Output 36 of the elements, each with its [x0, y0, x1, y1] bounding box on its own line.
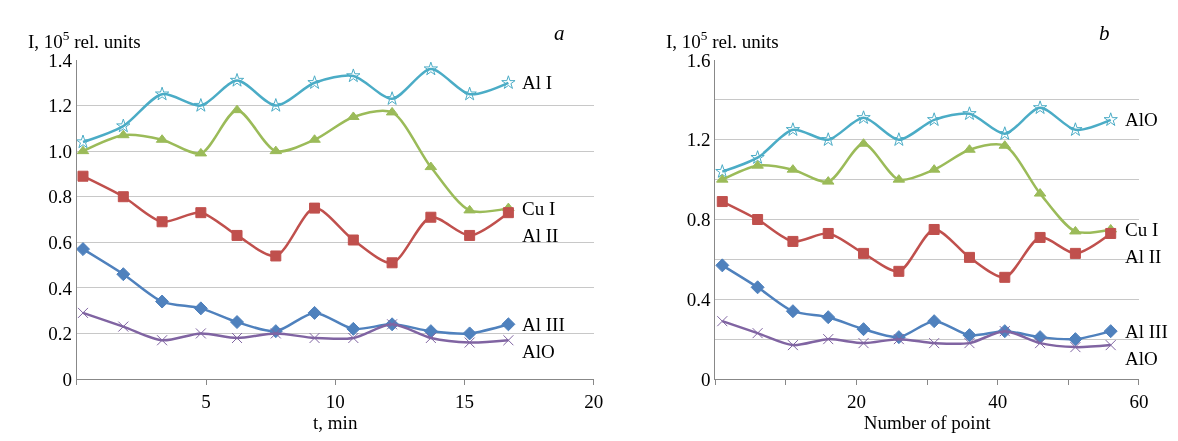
x-tick-label: 15: [454, 390, 474, 412]
y-tick-label: 1.2: [48, 95, 72, 117]
x-tick-label: 10: [325, 390, 345, 412]
x-tick-label: 60: [1129, 390, 1149, 412]
series-label: AlO: [1125, 109, 1158, 130]
y-tick-label: 1.6: [686, 49, 711, 71]
series-label: Al III: [522, 314, 565, 335]
series-label: Al II: [522, 225, 559, 246]
x-tick-label: 20: [584, 390, 604, 412]
y-tick-label: 0.4: [48, 277, 73, 299]
series-label: Al II: [1125, 246, 1162, 267]
chart-title: a: [554, 21, 565, 45]
series-label: Cu I: [1125, 219, 1159, 240]
y-tick-label: 0.6: [48, 231, 72, 253]
x-axis-title: Number of point: [863, 411, 992, 433]
y-axis-title: I, 10$^{5}$ rel. units: [28, 28, 141, 52]
chart-title: b: [1099, 21, 1110, 45]
y-tick-label: 0: [700, 368, 711, 390]
x-tick-label: 20: [846, 390, 866, 412]
y-tick-label: 0: [62, 368, 72, 390]
y-tick-label: 1.0: [48, 140, 72, 162]
series-label: AlO: [1125, 348, 1158, 369]
y-tick-label: 0.8: [48, 186, 72, 208]
y-tick-label: 0.4: [686, 288, 711, 310]
y-tick-label: 0.8: [686, 209, 711, 231]
y-tick-label: 0.2: [48, 323, 72, 345]
series-label: Al I: [522, 72, 553, 93]
x-axis-title: t, min: [313, 411, 358, 433]
y-axis-title: I, 10$^{5}$ rel. units: [666, 28, 779, 52]
series-label: AlO: [522, 341, 555, 362]
x-tick-label: 40: [988, 390, 1008, 412]
y-tick-label: 1.4: [48, 49, 73, 71]
series-label: Al III: [1125, 321, 1168, 342]
x-tick-label: 5: [201, 390, 211, 412]
y-tick-label: 1.2: [686, 129, 711, 151]
series-label: Cu I: [522, 198, 556, 219]
